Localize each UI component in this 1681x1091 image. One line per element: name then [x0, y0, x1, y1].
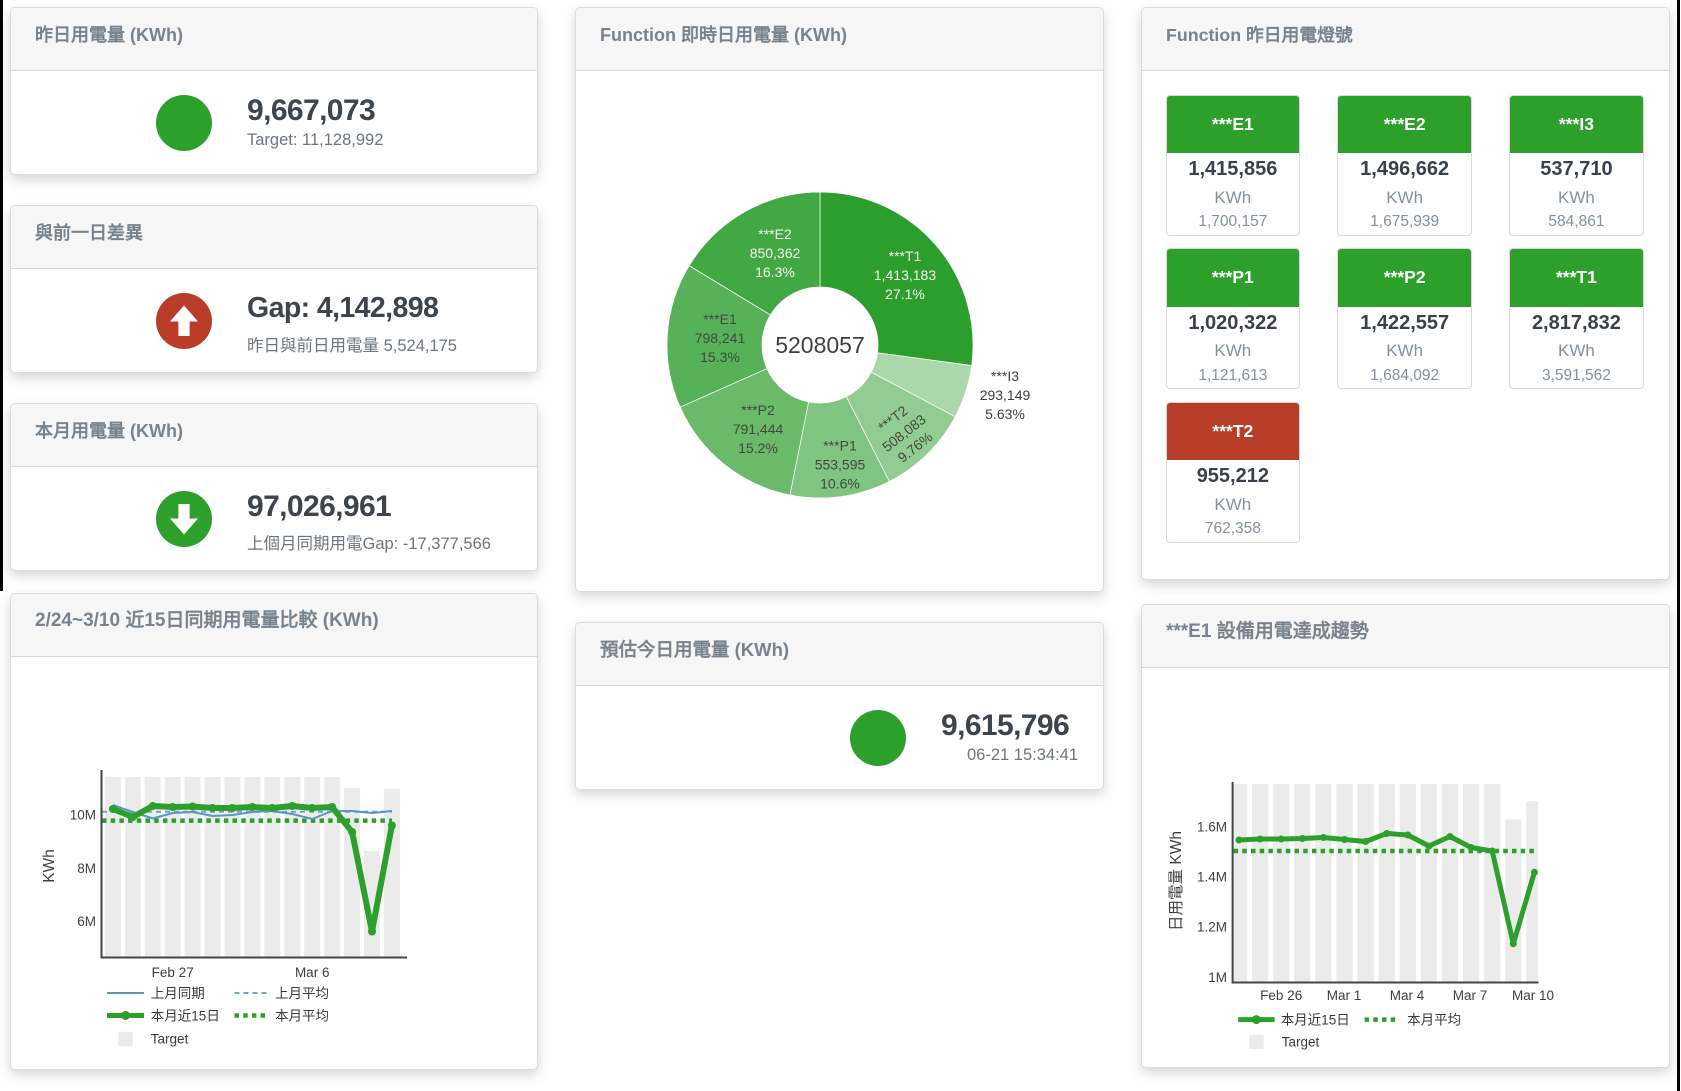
- svg-text:8M: 8M: [77, 861, 96, 876]
- svg-text:本月近15日: 本月近15日: [1281, 1012, 1350, 1027]
- svg-text:本月平均: 本月平均: [275, 1008, 329, 1023]
- svg-text:***I3: ***I3: [991, 368, 1019, 384]
- svg-text:1.4M: 1.4M: [1197, 870, 1227, 885]
- svg-text:1.6M: 1.6M: [1197, 819, 1227, 834]
- svg-text:Mar 1: Mar 1: [1327, 988, 1362, 1003]
- svg-text:15.2%: 15.2%: [738, 440, 778, 456]
- svg-text:Mar 10: Mar 10: [1512, 988, 1554, 1003]
- svg-text:***E2: ***E2: [758, 226, 792, 242]
- svg-text:15.3%: 15.3%: [700, 349, 740, 365]
- svg-text:Target: Target: [1282, 1034, 1320, 1049]
- svg-text:***P1: ***P1: [823, 437, 857, 453]
- svg-text:Target: Target: [151, 1032, 189, 1047]
- svg-text:27.1%: 27.1%: [885, 286, 925, 302]
- svg-text:850,362: 850,362: [750, 245, 801, 261]
- svg-text:上月同期: 上月同期: [151, 986, 205, 1001]
- svg-text:553,595: 553,595: [815, 456, 866, 472]
- svg-text:***T1: ***T1: [889, 248, 922, 264]
- svg-text:Mar 7: Mar 7: [1453, 988, 1488, 1003]
- svg-text:1M: 1M: [1208, 970, 1227, 985]
- svg-text:5208057: 5208057: [775, 332, 865, 358]
- svg-text:10M: 10M: [70, 808, 96, 823]
- svg-text:Mar 4: Mar 4: [1390, 988, 1425, 1003]
- svg-text:1,413,183: 1,413,183: [874, 267, 936, 283]
- svg-text:Feb 26: Feb 26: [1260, 988, 1302, 1003]
- svg-text:6M: 6M: [77, 914, 96, 929]
- svg-text:791,444: 791,444: [733, 421, 784, 437]
- svg-text:5.63%: 5.63%: [985, 406, 1025, 422]
- svg-text:***E1: ***E1: [703, 311, 737, 327]
- svg-text:***P2: ***P2: [741, 402, 775, 418]
- svg-text:日用電量 KWh: 日用電量 KWh: [1168, 831, 1185, 931]
- svg-text:Mar 6: Mar 6: [295, 965, 330, 980]
- svg-text:10.6%: 10.6%: [820, 475, 860, 491]
- svg-text:上月平均: 上月平均: [275, 986, 329, 1001]
- svg-text:本月近15日: 本月近15日: [151, 1008, 220, 1023]
- svg-text:Feb 27: Feb 27: [152, 965, 194, 980]
- svg-text:16.3%: 16.3%: [755, 264, 795, 280]
- svg-text:798,241: 798,241: [695, 330, 746, 346]
- svg-text:本月平均: 本月平均: [1407, 1012, 1461, 1027]
- svg-text:1.2M: 1.2M: [1197, 920, 1227, 935]
- svg-text:KWh: KWh: [41, 849, 58, 883]
- svg-text:293,149: 293,149: [980, 387, 1031, 403]
